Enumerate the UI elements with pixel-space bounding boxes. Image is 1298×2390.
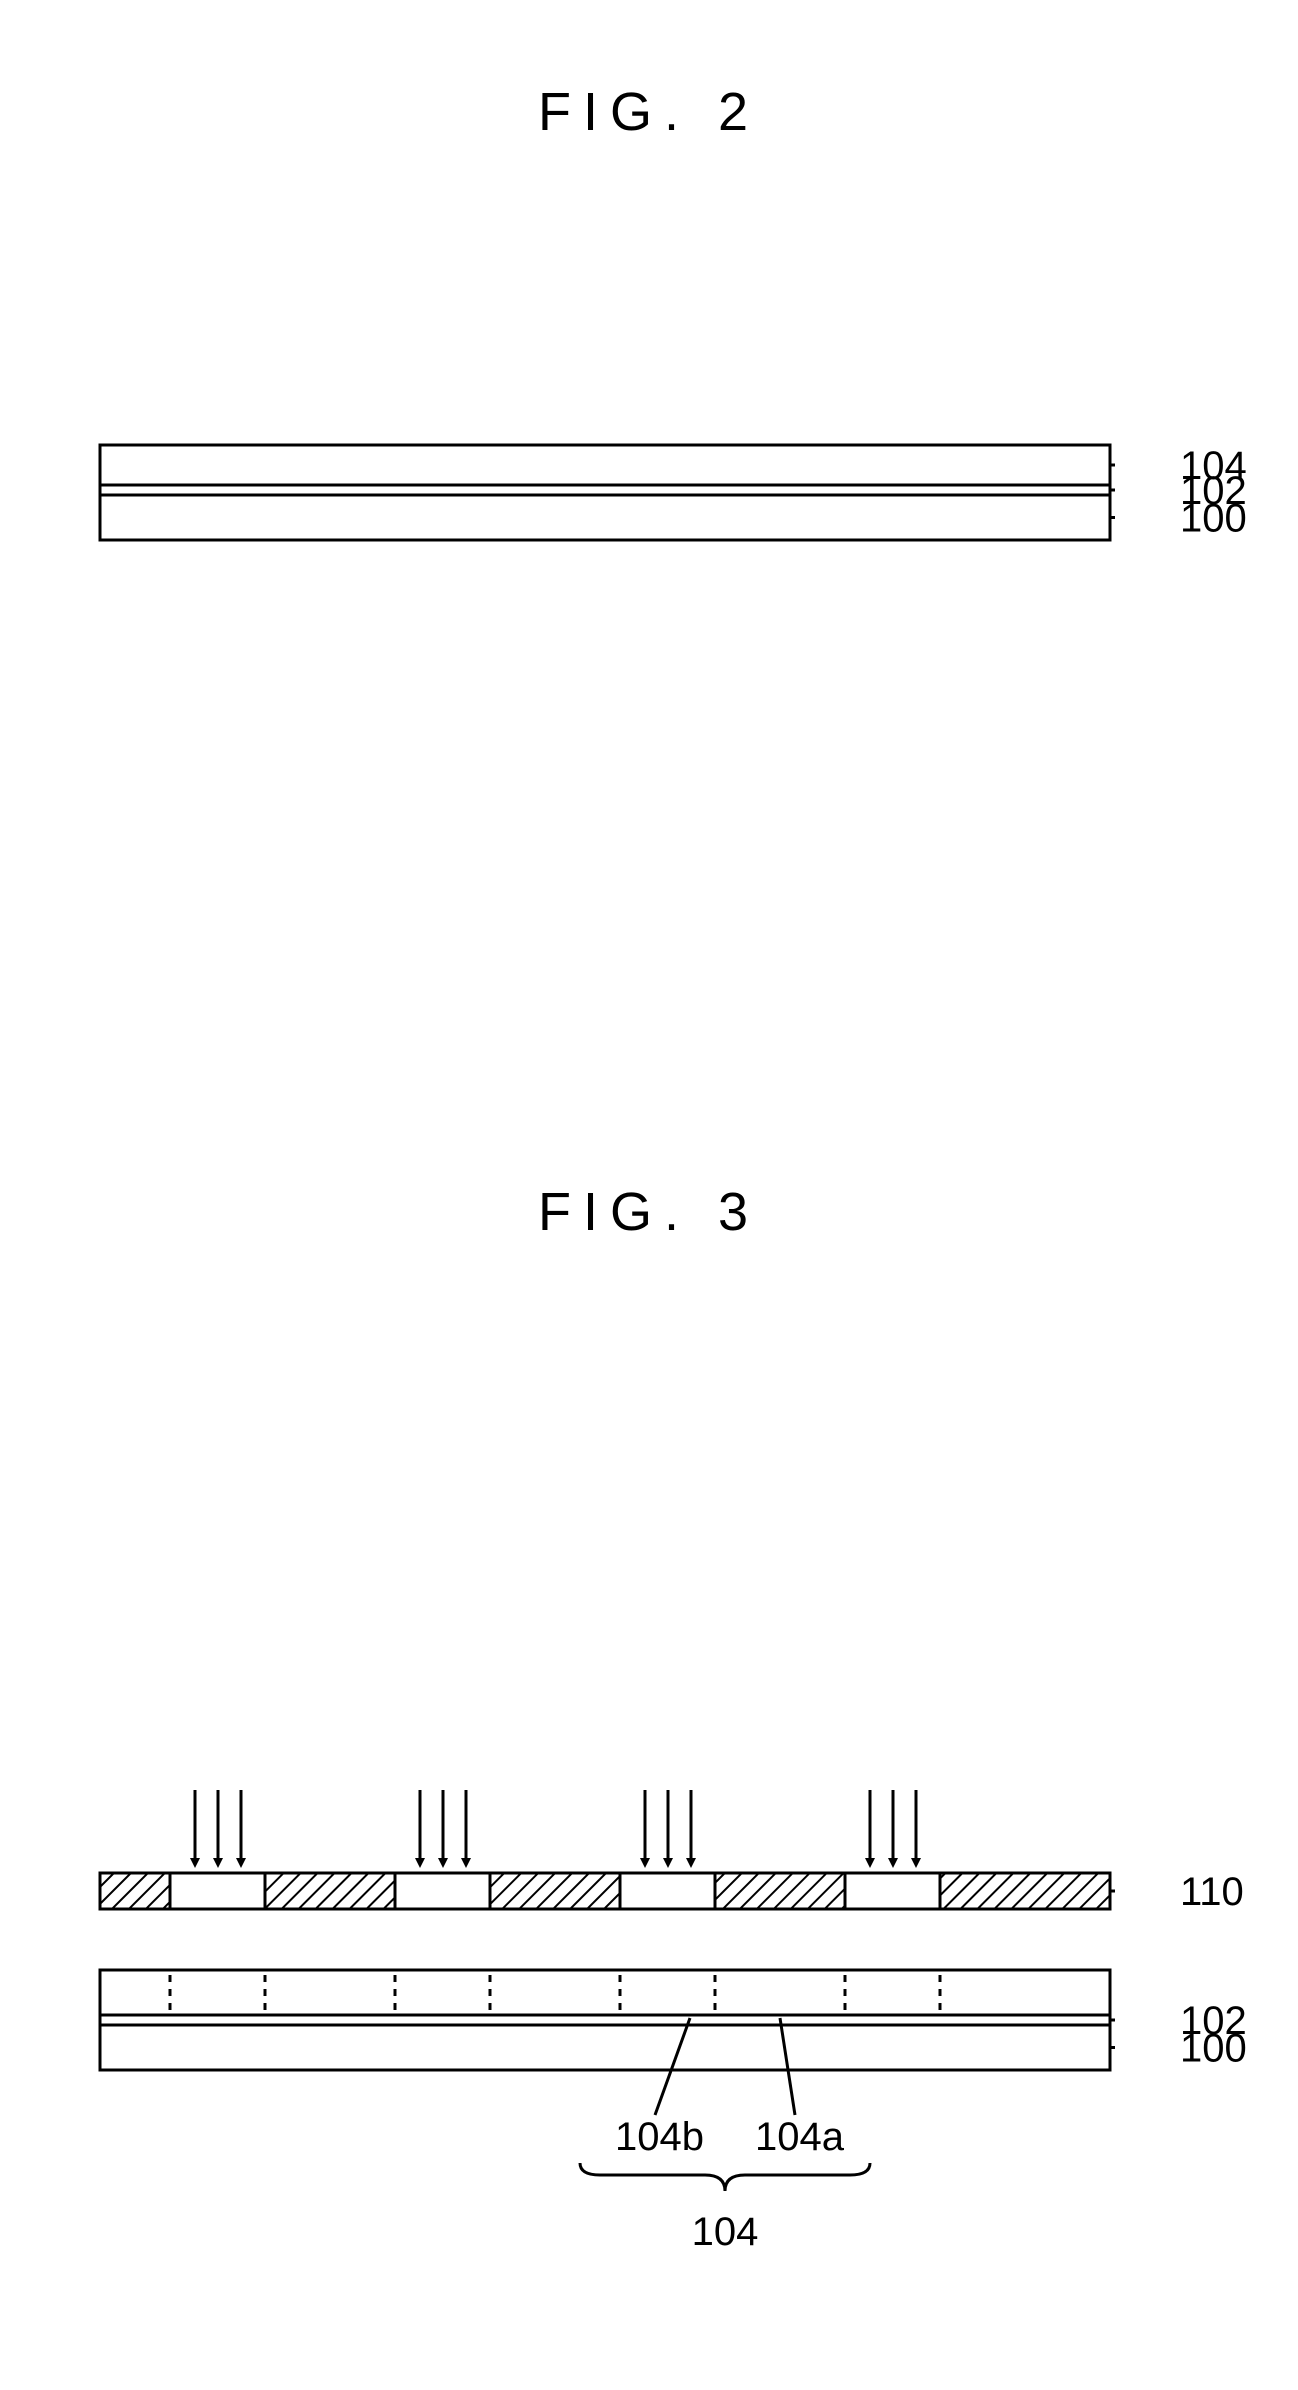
fig2-label-100: 100: [1180, 497, 1247, 541]
fig2-title: FIG. 2: [538, 82, 760, 142]
fig3-mask-hatch-1: [265, 1873, 395, 1909]
fig3-mask-hatch-3: [715, 1873, 845, 1909]
fig3-mask-hatch-2: [490, 1873, 620, 1909]
fig3-mask-hatch-4: [940, 1873, 1110, 1909]
fig2-layer-100: [100, 495, 1110, 540]
fig3-mask-hatch-0: [100, 1873, 170, 1909]
fig3-layer-100: [100, 2025, 1110, 2070]
fig3-label-104: 104: [692, 2210, 759, 2254]
fig3-label-100: 100: [1180, 2027, 1247, 2071]
fig3-label-104a: 104a: [755, 2115, 845, 2159]
fig3-label-110: 110: [1180, 1870, 1244, 1914]
fig2-layer-104: [100, 445, 1110, 485]
fig3-label-104b: 104b: [615, 2115, 704, 2159]
fig3-layer-104: [100, 1970, 1110, 2015]
fig3-title: FIG. 3: [538, 1182, 760, 1242]
